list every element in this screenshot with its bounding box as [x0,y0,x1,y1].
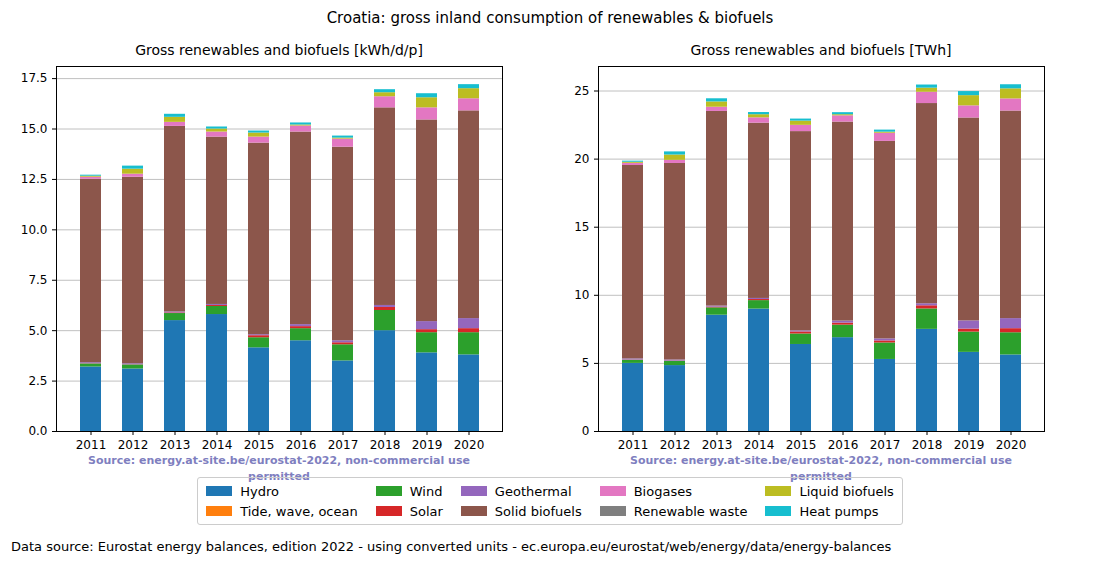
svg-text:15.0: 15.0 [21,122,48,136]
html-text:Croatia: gross inland consumpt: Croatia: gross inland consumption of ren… [326,9,774,27]
svg-text:2012: 2012 [118,438,149,452]
svg-text:15: 15 [574,220,589,234]
svg-text:7.5: 7.5 [28,273,47,287]
svg-text:2019: 2019 [954,438,985,452]
svg-text:12.5: 12.5 [21,172,48,186]
svg-text:2017: 2017 [328,438,359,452]
svg-text:2013: 2013 [160,438,191,452]
svg-text:17.5: 17.5 [21,71,48,85]
html-text:Liquid biofuels: Liquid biofuels [799,483,894,499]
svg-text:0.0: 0.0 [28,424,47,438]
svg-text:2016: 2016 [828,438,859,452]
html-text:Gross renewables and biofuels: Gross renewables and biofuels [TWh] [690,42,952,58]
svg-text:2011: 2011 [76,438,107,452]
svg-text:5.0: 5.0 [28,324,47,338]
html-text:Tide, wave, ocean: Tide, wave, ocean [240,503,358,519]
html-text:Source: energy.at-site.be/euro: Source: energy.at-site.be/eurostat-2022,… [630,454,1012,483]
svg-text:25: 25 [574,84,589,98]
html-text:Solid biofuels: Solid biofuels [494,503,582,519]
html-text:Biogases: Biogases [633,483,692,499]
html-text:Wind: Wind [409,483,443,499]
html-text:Data source: Eurostat energy b: Data source: Eurostat energy balances, e… [11,539,892,554]
svg-text:0: 0 [582,424,590,438]
svg-text:2011: 2011 [618,438,649,452]
html-text:Geothermal: Geothermal [494,483,572,499]
svg-text:2017: 2017 [870,438,901,452]
html-text:Heat pumps: Heat pumps [799,503,879,519]
svg-text:2019: 2019 [412,438,443,452]
html-text:Source: energy.at-site.be/euro: Source: energy.at-site.be/eurostat-2022,… [88,454,470,483]
svg-text:2015: 2015 [786,438,817,452]
svg-text:2012: 2012 [660,438,691,452]
svg-text:10.0: 10.0 [21,223,48,237]
svg-text:2018: 2018 [912,438,943,452]
html-text:Solar: Solar [409,503,443,519]
svg-text:2020: 2020 [996,438,1027,452]
svg-text:20: 20 [574,152,589,166]
svg-text:10: 10 [574,288,589,302]
svg-text:2014: 2014 [744,438,775,452]
svg-text:2.5: 2.5 [28,374,47,388]
svg-text:2015: 2015 [244,438,275,452]
svg-text:2016: 2016 [286,438,317,452]
svg-text:2014: 2014 [202,438,233,452]
svg-text:2020: 2020 [454,438,485,452]
svg-text:2018: 2018 [370,438,401,452]
svg-text:5: 5 [582,356,590,370]
html-text:Renewable waste: Renewable waste [633,503,748,519]
html-text:Gross renewables and biofuels: Gross renewables and biofuels [kWh/d/p] [135,42,423,58]
svg-text:2013: 2013 [702,438,733,452]
html-text:Hydro: Hydro [240,483,279,499]
